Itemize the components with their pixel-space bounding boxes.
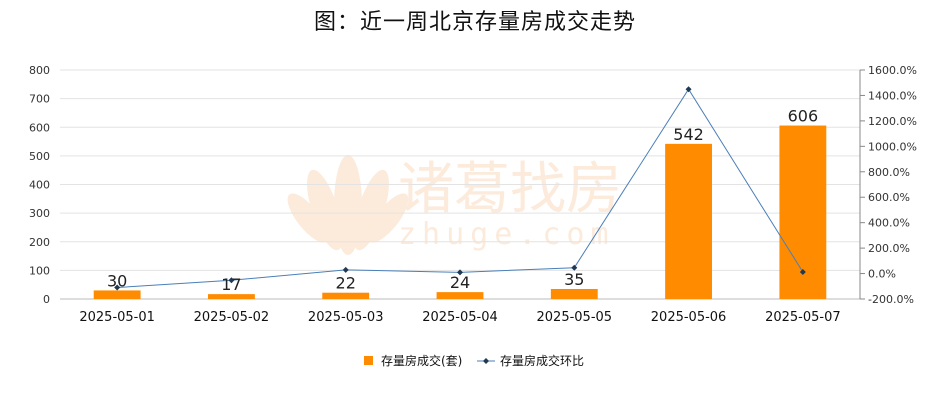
- x-tick-label: 2025-05-04: [422, 310, 498, 325]
- bar: [550, 288, 598, 299]
- x-tick-label: 2025-05-05: [537, 310, 613, 325]
- bar-data-label: 35: [564, 270, 584, 289]
- bar-data-label: 17: [221, 275, 241, 294]
- x-tick-label: 2025-05-01: [79, 310, 155, 325]
- line-point: [228, 277, 235, 284]
- y-right-tick-label: -200.0%: [868, 293, 914, 306]
- legend-swatch-bar: [364, 356, 373, 365]
- x-tick-label: 2025-05-07: [765, 310, 841, 325]
- x-tick-label: 2025-05-06: [651, 310, 727, 325]
- bar: [208, 294, 255, 299]
- line-series: [114, 86, 806, 291]
- legend-marker-line: [483, 358, 489, 364]
- watermark-brand: 诸葛找房: [398, 157, 622, 222]
- bar: [322, 292, 370, 299]
- y-left-tick-label: 200: [29, 236, 50, 249]
- watermark-logo: 诸葛找房 zhuge.com: [287, 155, 622, 255]
- line-point: [342, 266, 349, 273]
- line-point: [799, 269, 806, 276]
- y-right-tick-label: 1400.0%: [868, 89, 917, 102]
- y-left-tick-label: 300: [29, 207, 50, 220]
- y-right-tick-label: 600.0%: [868, 191, 910, 204]
- data-labels: 30 17 22 24 35 542 606: [107, 107, 818, 295]
- bar-data-label: 606: [788, 107, 819, 126]
- chart-title: 图：近一周北京存量房成交走势: [313, 10, 636, 35]
- bar-data-label: 22: [336, 274, 356, 293]
- bar-data-label: 542: [673, 125, 704, 144]
- y-right-tick-label: 1600.0%: [868, 64, 917, 77]
- lotus-icon: [287, 155, 409, 255]
- x-tick-label: 2025-05-03: [308, 310, 384, 325]
- bar: [436, 292, 484, 299]
- y-right-tick-label: 400.0%: [868, 217, 910, 230]
- y-right-tick-label: 1200.0%: [868, 115, 917, 128]
- y-left-tick-label: 500: [29, 150, 50, 163]
- line-point: [114, 284, 121, 291]
- line-point: [685, 86, 692, 93]
- y-right-tick-label: 200.0%: [868, 242, 910, 255]
- bar: [665, 143, 712, 299]
- y-left-tick-label: 800: [29, 64, 50, 77]
- bar: [93, 290, 141, 299]
- gridlines: [60, 69, 860, 300]
- legend-label-line: 存量房成交环比: [500, 353, 584, 368]
- y-right-tick-label: 0.0%: [868, 268, 896, 281]
- bar-data-label: 30: [107, 271, 127, 290]
- watermark-url: zhuge.com: [398, 217, 615, 252]
- line-point: [457, 269, 463, 276]
- x-tick-label: 2025-05-02: [194, 310, 270, 325]
- axes: 0 100 200 300 400 500 600 700 800 -200.0% 0.0% 200.…: [29, 64, 917, 325]
- y-right-tick-label: 1000.0%: [868, 140, 917, 153]
- legend-label-bar: 存量房成交(套): [381, 353, 462, 368]
- y-left-tick-label: 700: [29, 93, 50, 106]
- y-left-tick-label: 0: [43, 293, 50, 306]
- y-right-tick-label: 800.0%: [868, 166, 910, 179]
- y-left-tick-label: 400: [29, 179, 50, 192]
- y-left-tick-label: 600: [29, 121, 50, 134]
- bar-data-label: 24: [450, 273, 470, 292]
- y-left-tick-label: 100: [29, 264, 50, 277]
- legend: 存量房成交(套) 存量房成交环比: [364, 353, 584, 368]
- line-point: [571, 264, 578, 271]
